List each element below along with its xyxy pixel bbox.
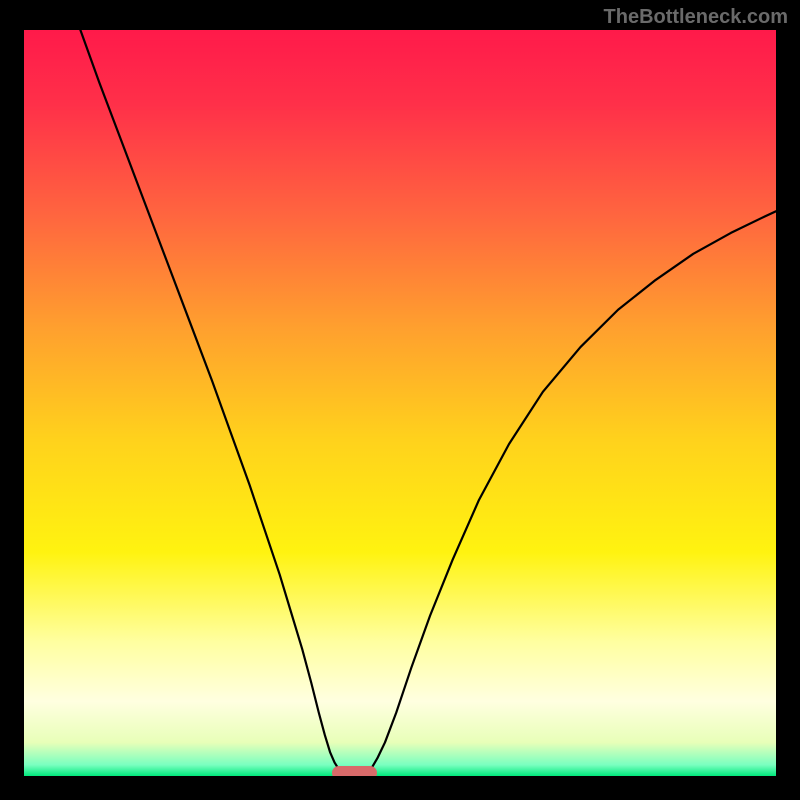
curve-right-branch (368, 211, 776, 771)
gradient-area (24, 30, 776, 776)
plot-frame (24, 30, 776, 776)
curve-left-branch (80, 30, 341, 772)
bottleneck-marker (332, 766, 377, 776)
curve-svg (24, 30, 776, 776)
watermark: TheBottleneck.com (604, 6, 788, 29)
